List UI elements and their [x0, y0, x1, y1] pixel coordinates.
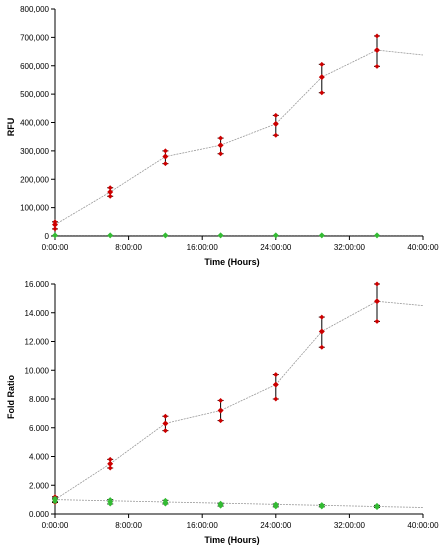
y-tick-label: 16.000 — [25, 280, 50, 289]
treated-replicate-point — [162, 148, 168, 154]
y-tick-label: 6.000 — [29, 424, 50, 433]
treated-replicate-point — [162, 413, 168, 419]
control-data-point — [318, 232, 325, 239]
control-data-point — [318, 503, 325, 510]
treated-replicate-point — [374, 281, 380, 287]
treated-data-point — [107, 460, 114, 467]
y-tick-label: 200,000 — [20, 175, 49, 184]
treated-replicate-point — [374, 33, 380, 39]
x-tick-label: 24:00:00 — [260, 243, 292, 252]
treated-data-point — [272, 120, 279, 127]
x-tick-label: 32:00:00 — [334, 521, 366, 530]
y-tick-label: 0 — [45, 232, 50, 241]
x-tick-label: 8:00:00 — [115, 521, 142, 530]
treated-data-point — [374, 47, 380, 54]
control-data-point — [107, 498, 114, 505]
treated-data-point — [107, 189, 114, 196]
control-data-point — [162, 499, 169, 506]
treated-replicate-point — [273, 372, 279, 378]
y-tick-label: 12.000 — [25, 338, 50, 347]
treated-data-point — [272, 381, 279, 388]
y-tick-label: 8.000 — [29, 395, 50, 404]
control-trend-line — [54, 499, 424, 508]
treated-replicate-point — [319, 90, 325, 96]
treated-data-point — [217, 142, 224, 149]
treated-replicate-point — [162, 161, 168, 167]
x-tick-label: 16:00:00 — [187, 521, 219, 530]
fold-ratio-chart: Fold Ratio Time (Hours) 0.000 2.000 4.000 6… — [6, 280, 439, 545]
treated-replicate-point — [218, 397, 224, 403]
treated-replicate-point — [374, 318, 380, 324]
treated-data-point — [374, 298, 380, 305]
treated-replicate-point — [162, 428, 168, 434]
treated-replicate-point — [218, 151, 224, 157]
treated-replicate-point — [107, 465, 113, 471]
control-data-point — [374, 232, 380, 239]
treated-replicate-point — [52, 226, 58, 232]
treated-replicate-point — [218, 135, 224, 141]
x-tick-label: 0:00:00 — [42, 521, 69, 530]
treated-replicate-point — [218, 418, 224, 424]
y-tick-label: 600,000 — [20, 62, 49, 71]
treated-data-point — [318, 74, 325, 81]
x-axis-label: Time (Hours) — [204, 257, 259, 267]
treated-data-point — [162, 420, 169, 427]
y-tick-label: 400,000 — [20, 119, 49, 128]
treated-replicate-point — [374, 63, 380, 69]
y-tick-label: 700,000 — [20, 33, 49, 42]
x-axis-label: Time (Hours) — [204, 535, 259, 545]
y-axis-label: RFU — [6, 118, 16, 137]
control-data-point — [217, 501, 224, 508]
y-tick-label: 2.000 — [29, 481, 50, 490]
treated-data-point — [318, 328, 325, 335]
treated-replicate-point — [107, 185, 113, 191]
y-tick-label: 100,000 — [20, 204, 49, 213]
control-data-point — [272, 502, 279, 509]
treated-replicate-point — [273, 132, 279, 138]
x-tick-label: 0:00:00 — [42, 243, 69, 252]
treated-replicate-point — [273, 396, 279, 402]
treated-replicate-point — [273, 112, 279, 118]
treated-replicate-point — [319, 314, 325, 320]
treated-replicate-point — [319, 344, 325, 350]
treated-data-point — [217, 407, 224, 414]
treated-trend-line — [54, 49, 424, 226]
control-data-point — [52, 496, 58, 503]
x-tick-label: 8:00:00 — [115, 243, 142, 252]
control-data-point — [374, 503, 380, 510]
x-tick-label: 24:00:00 — [260, 521, 292, 530]
x-tick-label: 40:00:00 — [407, 521, 439, 530]
y-tick-label: 0.000 — [29, 510, 50, 519]
y-tick-label: 500,000 — [20, 90, 49, 99]
x-tick-label: 16:00:00 — [187, 243, 219, 252]
y-tick-label: 300,000 — [20, 147, 49, 156]
y-tick-label: 10.000 — [25, 366, 50, 375]
treated-replicate-point — [107, 193, 113, 199]
control-data-point — [52, 232, 58, 239]
treated-replicate-point — [107, 456, 113, 462]
x-tick-label: 32:00:00 — [334, 243, 366, 252]
treated-replicate-point — [319, 61, 325, 67]
y-tick-label: 14.000 — [25, 309, 50, 318]
treated-data-point — [52, 221, 58, 228]
y-axis-label: Fold Ratio — [6, 375, 16, 419]
y-tick-label: 4.000 — [29, 453, 50, 462]
y-tick-label: 800,000 — [20, 5, 49, 14]
treated-data-point — [162, 153, 169, 160]
rfu-chart: RFU Time (Hours) 0 100,000 200,000 300,000 4… — [6, 5, 439, 267]
control-data-point — [107, 232, 114, 239]
control-data-point — [217, 232, 224, 239]
control-data-point — [162, 232, 169, 239]
x-tick-label: 40:00:00 — [407, 243, 439, 252]
control-data-point — [272, 232, 279, 239]
